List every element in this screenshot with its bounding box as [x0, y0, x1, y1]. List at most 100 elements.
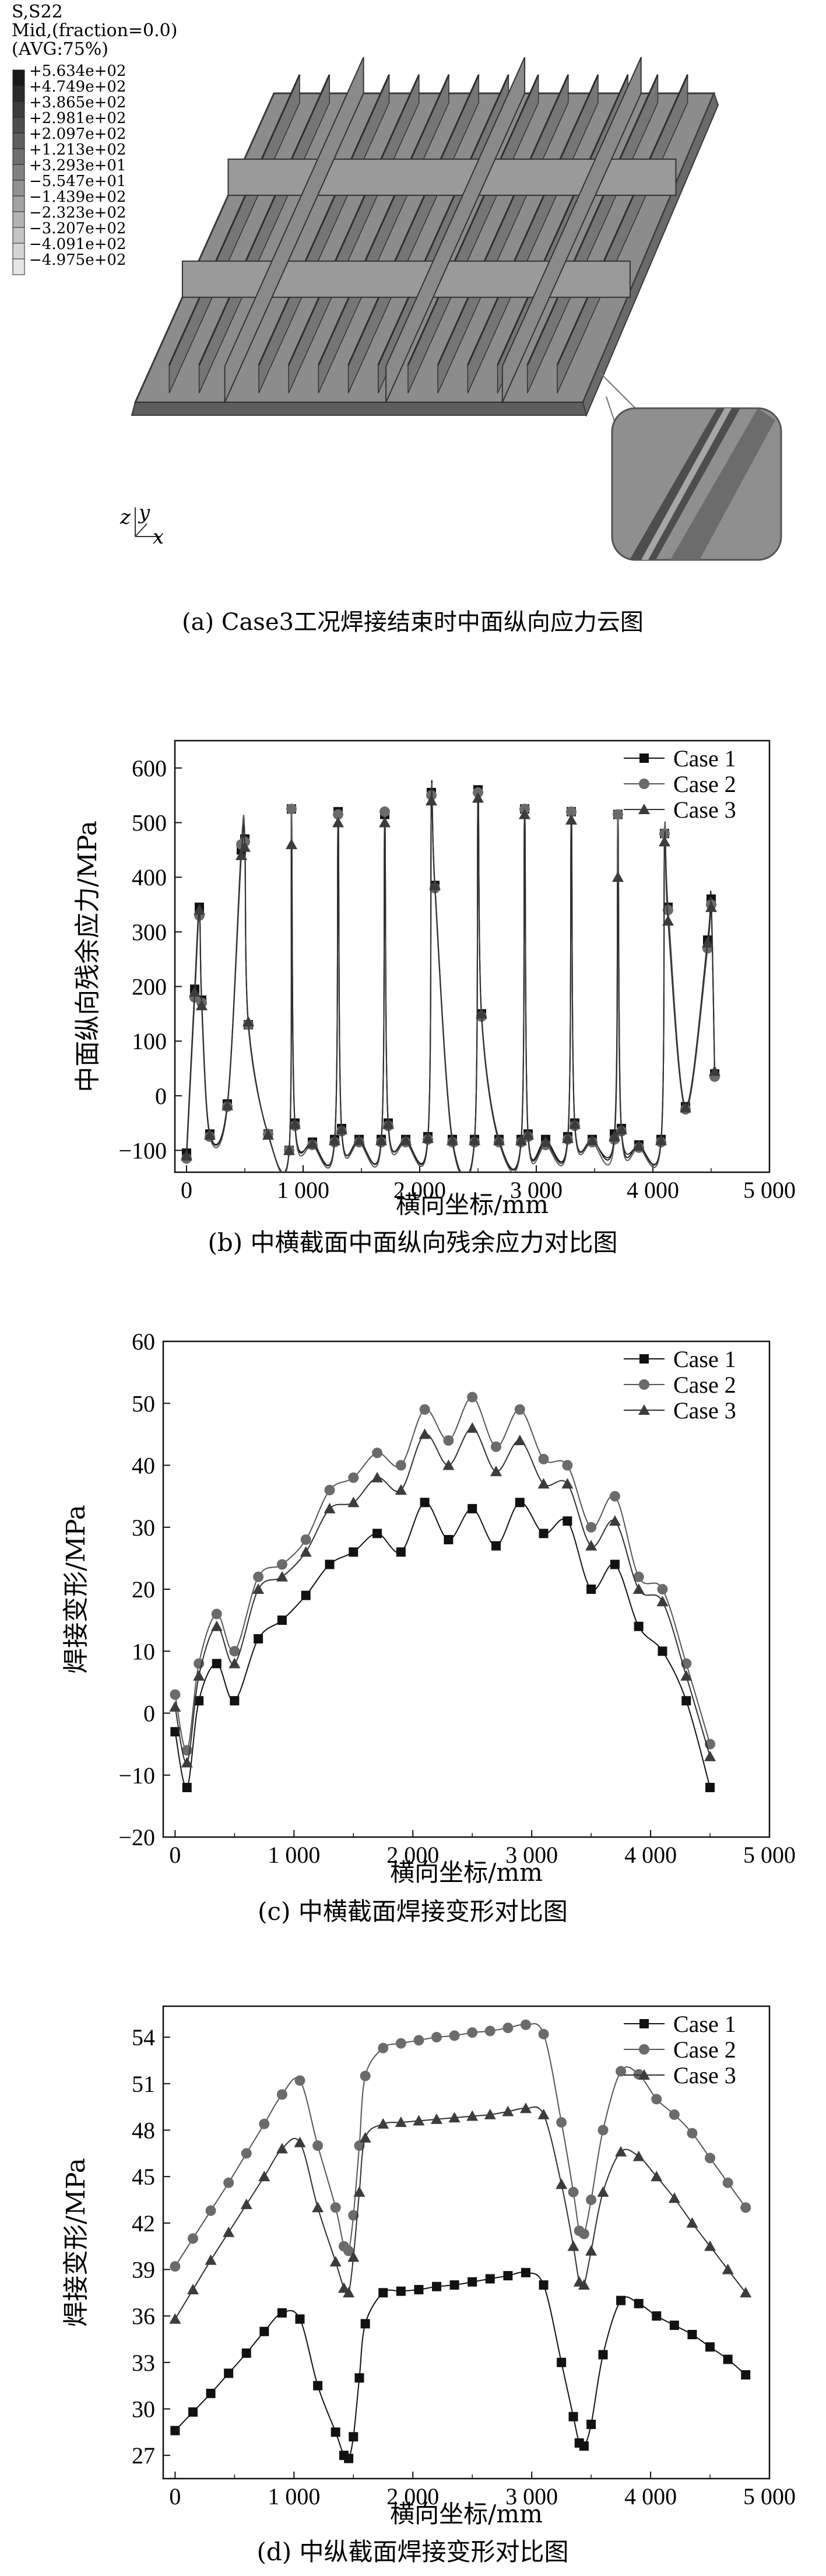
- marker-triangle-point: [633, 1140, 645, 1151]
- legend-label: Case 2: [673, 2037, 736, 2063]
- marker-triangle-point: [324, 1502, 336, 1513]
- marker-triangle-point: [586, 1134, 598, 1145]
- y-tick-label: 300: [132, 919, 167, 945]
- stiffener-web: [198, 74, 331, 394]
- marker-square-point: [485, 2274, 495, 2284]
- axis-z-label: z: [119, 506, 131, 529]
- marker-square-point: [313, 2381, 323, 2391]
- marker-triangle-point: [181, 1757, 193, 1768]
- x-tick-label: 1 000: [268, 2483, 320, 2510]
- marker-square-point: [414, 2285, 424, 2294]
- marker-circle-point: [467, 2027, 478, 2038]
- chart-d: 0 1 000 2 000 3 000 4 000 5 000 27 30 33 36 39 42 45…: [61, 2005, 796, 2566]
- marker-circle-point: [229, 1646, 240, 1657]
- marker-circle-point: [722, 2177, 733, 2188]
- y-tick-label: 600: [132, 755, 167, 781]
- stiffener-flange: [198, 74, 331, 366]
- marker-triangle-point: [294, 2136, 306, 2147]
- marker-triangle-point: [276, 2143, 288, 2154]
- marker-triangle-point: [236, 849, 247, 860]
- marker-triangle-point: [493, 1134, 505, 1145]
- series-line: [186, 787, 715, 1172]
- marker-square-point: [705, 1783, 715, 1792]
- legend-value-label: +3.865e+02: [29, 94, 126, 111]
- marker-square-point: [579, 2441, 589, 2451]
- marker-triangle-point: [704, 2240, 716, 2251]
- chart-caption: (d) 中纵截面焊接变形对比图: [256, 2538, 568, 2566]
- contour-plate-side-edge: [582, 92, 719, 418]
- legend-marker-triangle: [638, 1404, 650, 1415]
- y-tick-label: 30: [132, 2396, 155, 2422]
- legend-swatch: [12, 132, 25, 149]
- contour-panel: S,S22 Mid,(fraction=0.0) (AVG:75%) +5.63…: [12, 2, 782, 636]
- legend-value-label: +3.293e+01: [29, 157, 126, 174]
- marker-triangle-point: [336, 1123, 347, 1134]
- marker-triangle-point: [597, 2186, 609, 2197]
- marker-triangle-point: [426, 795, 437, 806]
- legend-label: Case 3: [673, 2062, 736, 2088]
- marker-triangle-point: [702, 937, 713, 948]
- legend-marker-circle: [639, 1379, 649, 1390]
- marker-triangle-point: [537, 1478, 550, 1489]
- x-tick-label: 2 000: [386, 2483, 439, 2510]
- x-tick-label: 1 000: [277, 1177, 329, 1203]
- series-case-3: [169, 2102, 752, 2324]
- stiffener-flange: [347, 74, 480, 366]
- marker-triangle-point: [347, 1496, 360, 1508]
- marker-circle-point: [663, 905, 673, 916]
- marker-circle-point: [443, 1435, 454, 1446]
- legend-marker-circle: [639, 779, 649, 789]
- marker-triangle-point: [353, 2186, 365, 2197]
- marker-square-point: [723, 2354, 733, 2364]
- legend-marker-circle: [639, 2044, 649, 2055]
- legend-marker-square: [639, 1354, 649, 1364]
- chart-caption: (b) 中横截面中面纵向残余应力对比图: [208, 1228, 617, 1257]
- stiffener-flange: [466, 74, 599, 366]
- legend-swatch: [12, 101, 25, 118]
- marker-triangle-point: [514, 1435, 526, 1445]
- marker-triangle-point: [632, 1583, 645, 1594]
- marker-square-point: [687, 2330, 697, 2340]
- marker-square-point: [652, 2311, 662, 2321]
- x-tick-label: 2 000: [393, 1177, 446, 1203]
- marker-square-point: [301, 1590, 311, 1600]
- legend-label: Case 2: [673, 771, 736, 797]
- marker-square-point: [634, 2298, 644, 2308]
- marker-triangle-point: [289, 1118, 301, 1129]
- marker-circle-point: [330, 2202, 341, 2213]
- marker-square-point: [349, 1547, 358, 1557]
- y-tick-label: −10: [118, 1762, 155, 1789]
- marker-triangle-point: [565, 814, 577, 825]
- marker-circle-point: [467, 1392, 478, 1403]
- marker-triangle-point: [686, 2217, 698, 2228]
- marker-circle-point: [354, 2140, 365, 2151]
- stiffener-web: [258, 74, 390, 394]
- legend-swatch: [12, 180, 25, 197]
- marker-triangle-point: [662, 915, 674, 926]
- marker-square-point: [616, 2295, 626, 2305]
- marker-triangle-point: [609, 1131, 620, 1142]
- legend-marker-square: [639, 753, 649, 763]
- marker-triangle-point: [347, 2251, 360, 2262]
- stiffener-flange: [317, 74, 450, 366]
- x-tick-label: 3 000: [505, 1842, 558, 1868]
- marker-circle-point: [705, 2153, 716, 2164]
- marker-triangle-point: [616, 1123, 627, 1134]
- longitudinal-girder: [385, 57, 526, 403]
- marker-square-point: [396, 1547, 406, 1557]
- stiffener-web: [526, 74, 659, 394]
- marker-square-point: [344, 2454, 354, 2463]
- marker-square-point: [539, 2280, 549, 2290]
- marker-triangle-point: [400, 1134, 412, 1145]
- marker-triangle-point: [258, 2171, 270, 2182]
- marker-square-point: [188, 2407, 198, 2417]
- marker-triangle-point: [222, 1099, 233, 1110]
- series-case-3: [181, 787, 720, 1172]
- marker-circle-point: [740, 2202, 751, 2213]
- marker-triangle-point: [196, 1000, 208, 1011]
- stiffener-web: [318, 74, 449, 394]
- marker-triangle-point: [262, 1129, 274, 1140]
- marker-square-point: [491, 1541, 501, 1551]
- y-tick-label: 200: [132, 974, 167, 1000]
- marker-triangle-point: [189, 986, 201, 997]
